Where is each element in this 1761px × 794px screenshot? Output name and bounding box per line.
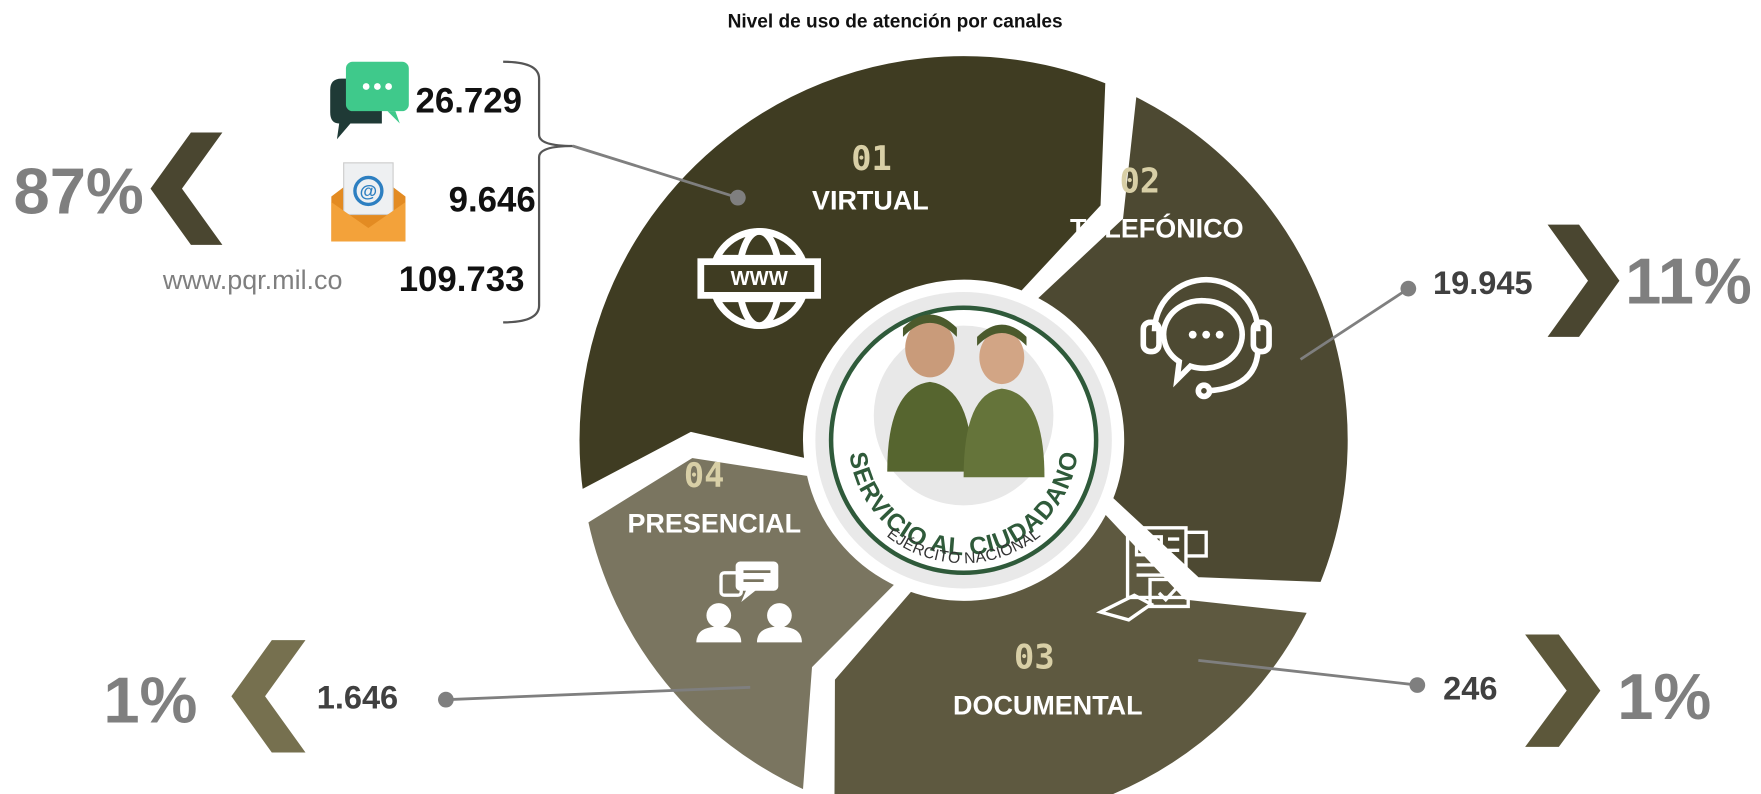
leader-dot	[730, 190, 746, 206]
svg-text:@: @	[360, 181, 378, 201]
presencial-percent: 1%	[103, 663, 197, 736]
telefonico-value: 19.945	[1433, 265, 1533, 301]
chevron-left	[151, 133, 223, 245]
email-count: 9.646	[449, 180, 536, 219]
chat-icon	[330, 62, 409, 139]
title: Nivel de uso de atención por canales	[728, 12, 1063, 33]
chat-count: 26.729	[416, 82, 522, 121]
headset-dots	[1189, 331, 1224, 339]
web-label: www.pqr.mil.co	[162, 265, 343, 295]
page: {"title": "Nivel de uso de atención por …	[0, 0, 1761, 794]
documental-value: 246	[1443, 670, 1497, 706]
infographic: SERVICIO AL CIUDADANO EJÉRCITO NACIONAL …	[0, 0, 1761, 794]
segment-name: VIRTUAL	[812, 185, 929, 215]
segment-number: 02	[1120, 162, 1161, 201]
segment-name: DOCUMENTAL	[953, 691, 1143, 721]
chevron-right	[1548, 225, 1620, 337]
segment-number: 04	[684, 456, 725, 495]
chevron-left	[231, 640, 305, 752]
segment-number: 03	[1014, 638, 1055, 677]
segment-number: 01	[851, 139, 892, 178]
segment-name: TELEFÓNICO	[1070, 212, 1244, 243]
telefonico-percent: 11%	[1625, 245, 1752, 318]
web-count: 109.733	[399, 260, 525, 299]
documental-percent: 1%	[1617, 660, 1711, 733]
leader-dot	[1409, 677, 1425, 693]
email-icon: @	[331, 163, 405, 242]
leader-dot	[1400, 281, 1416, 297]
globe-icon-label: WWW	[731, 268, 789, 290]
presencial-value: 1.646	[317, 679, 398, 715]
virtual-percent: 87%	[14, 155, 144, 228]
segment-name: PRESENCIAL	[627, 509, 801, 539]
chevron-right	[1525, 635, 1600, 747]
leader-dot	[438, 692, 454, 708]
